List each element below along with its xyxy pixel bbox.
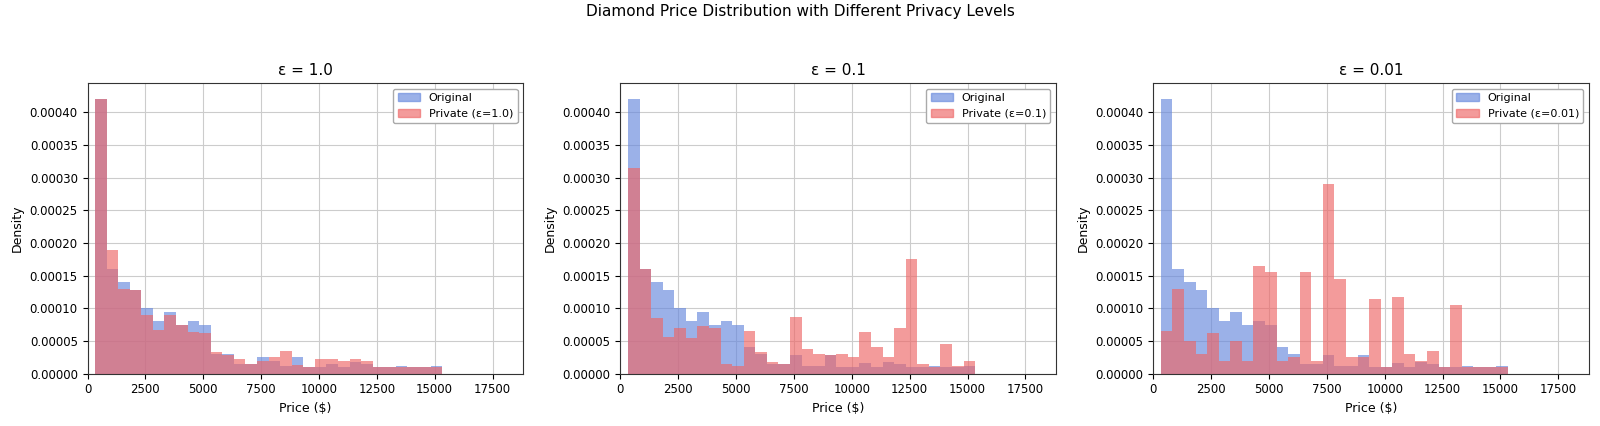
Text: Diamond Price Distribution with Different Privacy Levels: Diamond Price Distribution with Differen… — [586, 4, 1014, 19]
Y-axis label: Density: Density — [544, 204, 557, 252]
Y-axis label: Density: Density — [1077, 204, 1090, 252]
Legend: Original, Private (ε=1.0): Original, Private (ε=1.0) — [394, 89, 517, 123]
Title: ε = 0.1: ε = 0.1 — [811, 63, 866, 78]
X-axis label: Price ($): Price ($) — [278, 402, 331, 415]
Legend: Original, Private (ε=0.01): Original, Private (ε=0.01) — [1451, 89, 1584, 123]
Legend: Original, Private (ε=0.1): Original, Private (ε=0.1) — [926, 89, 1051, 123]
X-axis label: Price ($): Price ($) — [1346, 402, 1397, 415]
X-axis label: Price ($): Price ($) — [813, 402, 864, 415]
Title: ε = 0.01: ε = 0.01 — [1339, 63, 1403, 78]
Title: ε = 1.0: ε = 1.0 — [278, 63, 333, 78]
Y-axis label: Density: Density — [11, 204, 24, 252]
